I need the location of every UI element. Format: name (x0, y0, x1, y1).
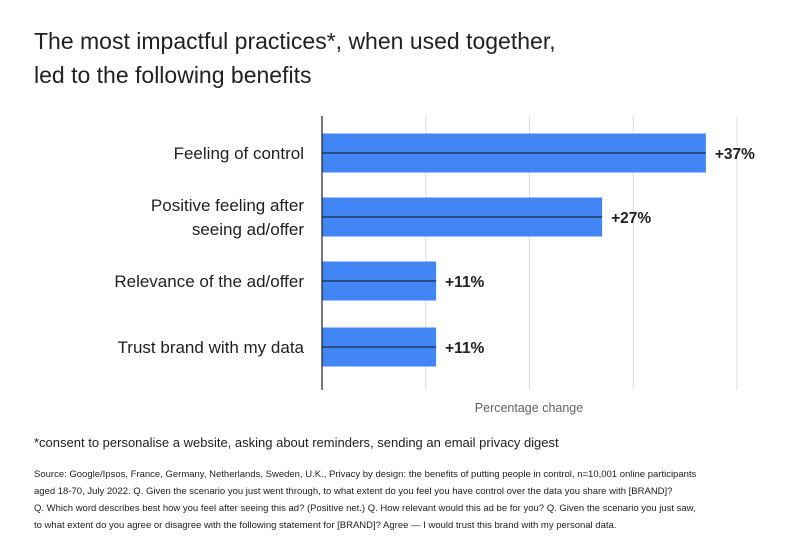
source-line-1: Source: Google/Ipsos, France, Germany, N… (34, 469, 697, 480)
x-axis-label: Percentage change (475, 401, 583, 415)
chart-title-line-1: The most impactful practices*, when used… (34, 28, 556, 54)
bar-chart: Feeling of control Positive feeling after… (114, 116, 755, 415)
chart-title: The most impactful practices*, when used… (34, 24, 774, 92)
source-note: Source: Google/Ipsos, France, Germany, N… (34, 466, 784, 534)
source-line-4: to what extent do you agree or disagree … (34, 520, 617, 531)
category-label: Relevance of the ad/offer (114, 272, 304, 291)
data-label: +11% (445, 274, 484, 291)
data-labels: +37% +27% +11% +11% (445, 146, 755, 357)
bars (322, 133, 706, 367)
category-labels: Feeling of control Positive feeling after… (114, 144, 304, 357)
source-line-3: Q. Which word describes best how you fee… (34, 503, 696, 514)
category-label: Feeling of control (174, 144, 304, 163)
category-label: Trust brand with my data (118, 338, 305, 357)
source-line-2: aged 18-70, July 2022. Q. Given the scen… (34, 486, 673, 497)
data-label: +27% (611, 210, 651, 227)
data-label: +11% (445, 340, 484, 357)
chart-title-line-2: led to the following benefits (34, 62, 312, 88)
data-label: +37% (715, 146, 755, 163)
footnote: *consent to personalise a website, askin… (34, 435, 559, 450)
category-label: Positive feeling after seeing ad/offer (151, 196, 304, 239)
